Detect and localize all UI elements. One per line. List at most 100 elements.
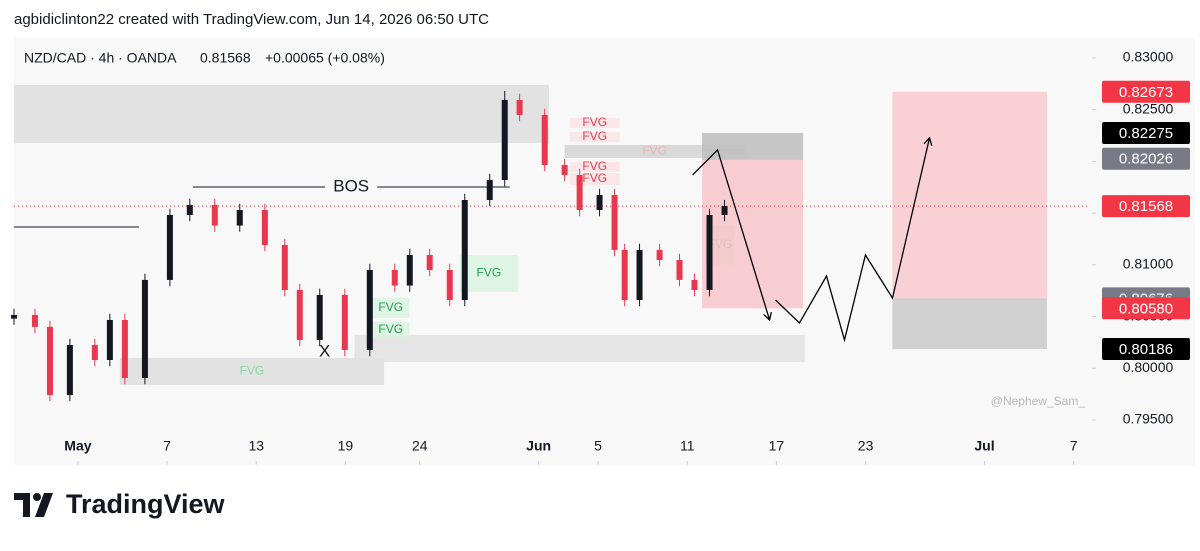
y-tick-label: 0.83000 <box>1123 49 1174 65</box>
price-label: 0.80186 <box>1119 341 1173 358</box>
x-tick-label: 11 <box>680 438 695 454</box>
candle-body <box>596 195 603 211</box>
zone <box>702 159 804 309</box>
candle-body <box>516 99 523 115</box>
price-label-box <box>1102 121 1190 144</box>
candle-body <box>576 174 583 211</box>
candle-body <box>426 255 433 271</box>
candle-body <box>106 319 113 361</box>
x-tick-label: 24 <box>412 438 428 454</box>
zone <box>564 144 745 158</box>
candle-body <box>391 270 398 286</box>
watermark: @Nephew_Sam_ <box>991 394 1086 408</box>
zone <box>702 132 804 160</box>
zone <box>569 162 620 172</box>
x-tick-label: 23 <box>858 438 874 454</box>
price-label-box <box>1102 80 1190 103</box>
candle-body <box>186 204 193 215</box>
x-tick-label: May <box>64 438 91 454</box>
zone <box>354 334 805 362</box>
zone-label: FVG <box>642 144 667 158</box>
candle-body <box>501 99 508 181</box>
candle-body <box>11 315 17 319</box>
zone-label: FVG <box>582 171 607 185</box>
x-tick-label: 17 <box>769 438 785 454</box>
candle-body <box>46 326 53 395</box>
candle-body <box>621 249 628 301</box>
zone-label: FVG <box>582 159 607 173</box>
y-tick-label: 0.80000 <box>1123 359 1174 375</box>
x-tick-label: 13 <box>248 438 264 454</box>
y-tick-label: 0.82500 <box>1123 100 1174 116</box>
price-label: 0.82673 <box>1119 84 1173 101</box>
zone <box>892 298 1047 350</box>
price-change: +0.00065 (+0.08%) <box>265 50 385 66</box>
x-tick-label: 7 <box>1070 438 1078 454</box>
candle-body <box>261 210 268 245</box>
zone-label: FVG <box>582 115 607 129</box>
zone <box>14 84 550 143</box>
x-tick-label: 7 <box>163 438 171 454</box>
zone <box>372 321 410 338</box>
price-label-box <box>1102 147 1190 170</box>
candle-body <box>66 345 73 395</box>
zone-label: FVG <box>582 129 607 143</box>
candle-body <box>461 199 468 301</box>
x-tick-label: 5 <box>594 438 602 454</box>
candle-body <box>406 255 413 286</box>
level-label-bg <box>325 176 378 197</box>
price-label: 0.80580 <box>1119 300 1173 317</box>
zone <box>459 255 518 292</box>
y-tick-label: 0.81000 <box>1123 256 1174 272</box>
candle-body <box>611 195 618 250</box>
zone <box>569 131 620 142</box>
symbol-line: NZD/CAD · 4h · OANDA 0.81568 +0.00065 (+… <box>24 50 385 66</box>
projection-path <box>692 148 772 322</box>
last-price: 0.81568 <box>200 50 251 66</box>
candle-body <box>541 114 548 166</box>
candle-body <box>561 165 568 175</box>
x-tick-label: 19 <box>338 438 354 454</box>
zone <box>892 91 1047 299</box>
level-label: BOS <box>333 176 369 195</box>
projection-path <box>775 136 933 343</box>
logo <box>14 493 53 517</box>
annotation: X <box>319 342 330 361</box>
y-tick-label: 0.79500 <box>1123 411 1174 427</box>
price-label-box <box>1102 297 1190 320</box>
zone-label: FVG <box>378 300 403 314</box>
candle-body <box>446 270 453 301</box>
candle-body <box>366 270 373 350</box>
candle-body <box>296 289 303 340</box>
zone <box>119 357 385 386</box>
candle-body <box>656 249 663 260</box>
candle-body <box>91 345 98 361</box>
price-label: 0.81568 <box>1119 198 1173 215</box>
x-tick-label: Jul <box>974 438 994 454</box>
price-label-box <box>1102 195 1190 218</box>
candle-body <box>31 315 38 327</box>
symbol: NZD/CAD · 4h · OANDA <box>24 50 177 66</box>
price-label: 0.82026 <box>1119 151 1173 168</box>
brand: TradingView <box>66 489 226 519</box>
candle-body <box>281 244 288 290</box>
candle-body <box>486 180 493 200</box>
candle-body <box>341 294 348 350</box>
candle-body <box>721 206 728 215</box>
credit: agbidiclinton22 created with TradingView… <box>14 11 489 28</box>
zone-label: FVG <box>240 364 265 378</box>
zone <box>569 172 620 185</box>
price-label: 0.82275 <box>1119 125 1173 142</box>
candle-body <box>706 214 713 290</box>
candle-body <box>316 294 323 340</box>
candle-body <box>141 279 148 379</box>
zone <box>372 297 410 319</box>
candle-body <box>636 249 643 301</box>
candle-body <box>211 204 218 226</box>
zone-label: FVG <box>477 266 502 280</box>
candle-body <box>691 279 698 290</box>
price-label-box <box>1102 338 1190 361</box>
candle-body <box>121 319 128 379</box>
